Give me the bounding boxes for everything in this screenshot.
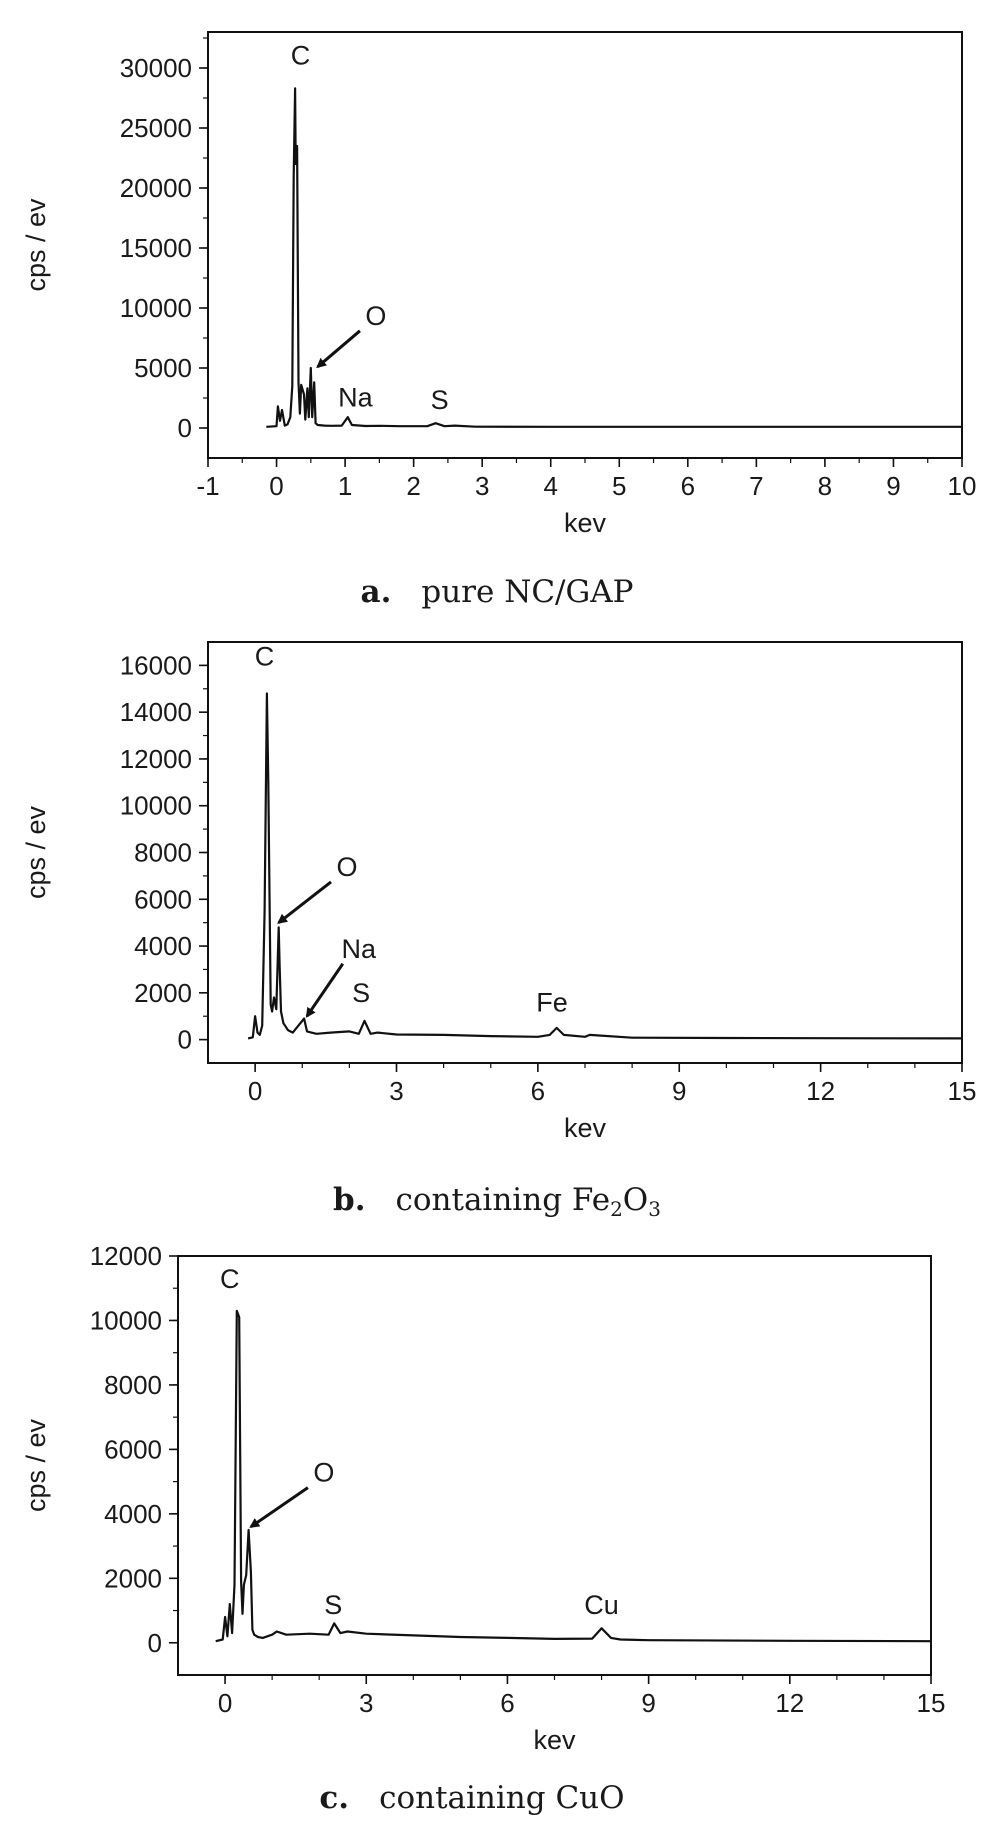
peak-label-s: S: [352, 978, 370, 1008]
x-tick-label: 3: [359, 1688, 373, 1718]
peak-label-c: C: [220, 1264, 240, 1294]
x-tick-label: 9: [672, 1076, 686, 1106]
caption-subscript: 2: [610, 1197, 623, 1221]
chart-panel-a: -1 0 1 2 3 4 5 6 7 8 9 1005000100001500020000250003…: [21, 31, 977, 610]
y-tick-label: 10000: [90, 1305, 162, 1335]
x-tick-label: 10: [948, 471, 977, 501]
y-tick-label: 14000: [120, 697, 192, 727]
plot-frame: [207, 641, 963, 1064]
peak-arrow-na: [305, 962, 345, 1018]
y-tick-label: 4000: [104, 1499, 162, 1529]
panel-caption: c. containing CuO: [319, 1780, 624, 1816]
caption-text: O: [623, 1182, 648, 1218]
y-tick-label: 5000: [134, 353, 192, 383]
peak-arrow-o: [316, 329, 361, 369]
peak-label-o: O: [365, 301, 386, 331]
x-axis-label: kev: [564, 508, 607, 538]
x-tick-label: 6: [681, 471, 695, 501]
panel-letter: a.: [360, 574, 391, 610]
y-tick-label: 2000: [134, 978, 192, 1008]
x-tick-label: 3: [389, 1076, 403, 1106]
x-tick-label: 9: [641, 1688, 655, 1718]
caption-text: containing Fe: [396, 1182, 611, 1218]
x-tick-label: 12: [806, 1076, 835, 1106]
peak-label-cu: Cu: [584, 1590, 619, 1620]
plot-frame: [177, 1255, 932, 1676]
x-tick-label: 0: [269, 471, 283, 501]
y-tick-label: 0: [148, 1628, 162, 1658]
y-tick-label: 30000: [120, 53, 192, 83]
x-tick-label: 6: [531, 1076, 545, 1106]
y-tick-label: 2000: [104, 1563, 162, 1593]
y-tick-label: 10000: [120, 293, 192, 323]
y-axis-label: cps / ev: [21, 198, 51, 292]
x-axis-label: kev: [564, 1113, 607, 1143]
x-tick-label: 15: [948, 1076, 977, 1106]
peak-arrow-o: [277, 880, 332, 924]
peak-arrow-o: [249, 1486, 309, 1528]
x-axis-label: kev: [533, 1725, 576, 1755]
y-tick-label: 20000: [120, 173, 192, 203]
y-tick-label: 4000: [134, 931, 192, 961]
y-tick-label: 15000: [120, 233, 192, 263]
peak-label-c: C: [291, 40, 311, 70]
peak-label-s: S: [431, 385, 449, 415]
peak-label-o: O: [337, 852, 358, 882]
chart-panel-b: 0 3 6 9 12 15 0 2000 4000 6000 8000 10000 12000 14000…: [21, 641, 976, 1221]
y-tick-label: 25000: [120, 113, 192, 143]
x-tick-label: 1: [338, 471, 352, 501]
y-tick-label: 12000: [120, 744, 192, 774]
peak-label-o: O: [313, 1458, 334, 1488]
x-tick-label: 4: [543, 471, 557, 501]
peak-label-s: S: [324, 1590, 342, 1620]
caption-text: containing CuO: [379, 1780, 625, 1816]
y-tick-label: 0: [178, 1025, 192, 1055]
x-tick-label: 7: [749, 471, 763, 501]
y-tick-label: 8000: [104, 1370, 162, 1400]
x-tick-label: 15: [917, 1688, 946, 1718]
y-axis-label: cps / ev: [21, 805, 51, 899]
x-tick-label: 3: [475, 471, 489, 501]
x-tick-label: 2: [406, 471, 420, 501]
x-tick-label: 9: [886, 471, 900, 501]
y-tick-label: 16000: [120, 650, 192, 680]
spectrum-line: [215, 1309, 932, 1643]
x-tick-label: 5: [612, 471, 626, 501]
peak-label-c: C: [255, 641, 275, 671]
caption-subscript: 3: [648, 1197, 661, 1221]
peak-label-na: Na: [342, 934, 377, 964]
x-tick-label: -1: [196, 471, 219, 501]
panel-caption: a. pure NC/GAP: [360, 574, 633, 610]
x-tick-label: 0: [248, 1076, 262, 1106]
chart-panel-c: 0 3 6 9 12 15 0 2000 4000 6000 8000 10000 12000 kev cp…: [21, 1241, 945, 1816]
y-tick-label: 6000: [104, 1434, 162, 1464]
y-tick-label: 10000: [120, 791, 192, 821]
panel-letter: b.: [333, 1182, 365, 1218]
caption-text: pure NC/GAP: [421, 574, 633, 610]
y-tick-label: 8000: [134, 838, 192, 868]
panel-caption: b. containing Fe2O3: [333, 1182, 661, 1221]
x-tick-label: 0: [218, 1688, 232, 1718]
y-tick-label: 6000: [134, 884, 192, 914]
x-tick-label: 12: [775, 1688, 804, 1718]
peak-label-na: Na: [338, 382, 373, 412]
y-axis-label: cps / ev: [21, 1418, 51, 1512]
spectrum-line: [247, 692, 963, 1040]
y-tick-label: 12000: [90, 1241, 162, 1271]
spectrum-line: [266, 87, 962, 428]
panel-letter: c.: [319, 1780, 349, 1816]
x-tick-label: 6: [500, 1688, 514, 1718]
y-tick-label: 0: [178, 413, 192, 443]
plot-frame: [207, 31, 963, 459]
x-tick-label: 8: [818, 471, 832, 501]
peak-label-fe: Fe: [536, 988, 568, 1018]
